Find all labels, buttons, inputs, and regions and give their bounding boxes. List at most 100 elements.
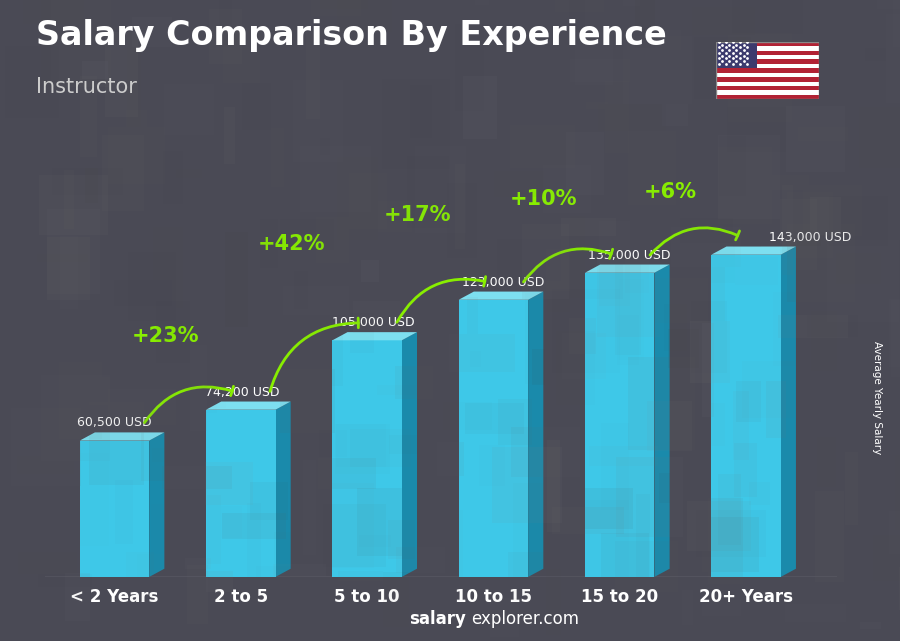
Bar <box>148 361 217 390</box>
Bar <box>566 132 604 195</box>
Bar <box>749 482 770 505</box>
Bar <box>776 66 826 122</box>
Bar <box>39 175 108 235</box>
Bar <box>64 171 74 229</box>
Bar <box>396 547 445 573</box>
Bar <box>601 423 629 510</box>
Bar <box>562 333 606 379</box>
Bar <box>85 168 98 203</box>
Bar <box>31 0 57 58</box>
Bar <box>733 184 760 247</box>
Bar <box>50 0 111 87</box>
Bar <box>805 485 827 494</box>
Bar <box>80 440 149 577</box>
Bar <box>728 33 792 122</box>
Bar <box>99 208 137 290</box>
Bar <box>798 127 848 141</box>
Bar <box>307 483 374 569</box>
Bar <box>18 552 77 574</box>
Bar <box>896 455 900 529</box>
Bar <box>114 281 172 306</box>
Polygon shape <box>528 292 544 577</box>
Bar <box>378 201 412 231</box>
Bar <box>716 72 819 77</box>
Bar <box>260 219 278 269</box>
Bar <box>11 408 81 487</box>
Bar <box>546 249 570 290</box>
Polygon shape <box>80 433 165 440</box>
Bar <box>475 0 489 4</box>
Bar <box>47 237 90 301</box>
Bar <box>205 462 253 505</box>
Bar <box>303 460 316 555</box>
Bar <box>459 300 528 577</box>
Bar <box>108 389 176 424</box>
Bar <box>860 622 881 629</box>
Bar <box>185 558 211 569</box>
Bar <box>598 258 660 337</box>
Bar <box>836 253 881 284</box>
Bar <box>258 253 269 262</box>
Bar <box>716 42 819 46</box>
Bar <box>407 156 449 228</box>
Bar <box>680 218 733 244</box>
Bar <box>410 85 432 138</box>
Bar <box>350 429 411 467</box>
Bar <box>52 167 123 196</box>
Polygon shape <box>206 401 291 410</box>
Bar <box>230 144 286 204</box>
Text: 60,500 USD: 60,500 USD <box>76 417 151 429</box>
Bar <box>716 51 819 55</box>
Bar <box>76 0 118 2</box>
Bar <box>163 151 184 204</box>
Bar <box>716 60 819 64</box>
Bar <box>222 513 286 538</box>
Bar <box>211 230 274 295</box>
Bar <box>494 171 544 197</box>
Bar <box>766 381 786 438</box>
Bar <box>140 410 184 481</box>
Bar <box>786 106 845 172</box>
Bar <box>586 102 608 109</box>
Bar <box>664 304 687 351</box>
Bar <box>222 30 259 83</box>
Bar <box>717 135 780 219</box>
Bar <box>256 566 304 617</box>
Bar <box>202 0 211 24</box>
Bar <box>58 362 102 439</box>
Bar <box>617 315 639 365</box>
Bar <box>522 224 570 299</box>
Bar <box>691 301 727 373</box>
Bar <box>126 110 148 131</box>
Bar <box>395 366 434 399</box>
Bar <box>860 106 900 168</box>
Text: +6%: +6% <box>644 182 697 202</box>
Bar <box>565 499 629 588</box>
Bar <box>89 402 144 485</box>
Text: explorer.com: explorer.com <box>471 610 579 628</box>
Bar <box>873 535 900 581</box>
Bar <box>745 163 802 171</box>
Bar <box>780 199 817 270</box>
Polygon shape <box>275 401 291 577</box>
Bar <box>206 410 275 577</box>
Bar <box>569 318 596 354</box>
Bar <box>271 128 284 187</box>
Bar <box>829 196 888 246</box>
Bar <box>585 272 654 577</box>
Bar <box>467 297 478 334</box>
Bar <box>336 424 390 474</box>
Bar <box>305 32 320 119</box>
Bar <box>635 0 655 48</box>
Bar <box>892 301 900 376</box>
Bar <box>156 301 190 363</box>
Bar <box>865 48 886 61</box>
Bar <box>10 324 22 340</box>
Bar <box>616 456 682 537</box>
Bar <box>690 320 730 383</box>
Bar <box>148 105 200 131</box>
Bar <box>338 101 410 121</box>
Bar <box>5 46 58 119</box>
Bar <box>598 104 666 131</box>
Bar <box>716 46 819 51</box>
